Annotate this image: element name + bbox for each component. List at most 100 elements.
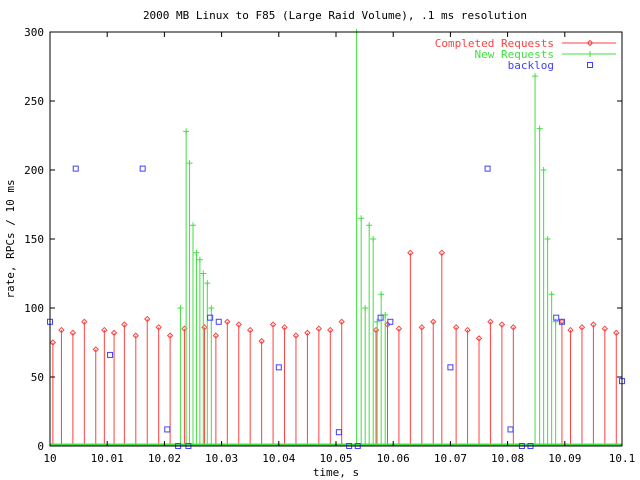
chart-title: 2000 MB Linux to F85 (Large Raid Volume)… bbox=[143, 9, 527, 22]
y-tick-label: 100 bbox=[24, 302, 44, 315]
diamond-point bbox=[487, 318, 494, 326]
y-tick-label: 150 bbox=[24, 233, 44, 246]
square-point bbox=[447, 364, 454, 371]
diamond-point bbox=[464, 326, 471, 334]
cross-point bbox=[190, 222, 196, 229]
legend-label: backlog bbox=[508, 59, 554, 72]
diamond-point bbox=[292, 332, 300, 339]
diamond-point bbox=[338, 318, 345, 326]
diamond-point bbox=[510, 324, 517, 331]
diamond-point bbox=[201, 324, 208, 331]
diamond-point bbox=[578, 324, 586, 331]
cross-point bbox=[208, 305, 215, 311]
cross-point bbox=[362, 305, 369, 311]
square-point bbox=[587, 62, 593, 68]
cross-point bbox=[193, 249, 200, 256]
diamond-point bbox=[81, 318, 88, 326]
cross-point bbox=[183, 128, 190, 135]
diamond-point bbox=[155, 324, 162, 331]
x-axis: 10 10.01 10.02 10.03 10.04 10.05 10.06 10.07 10.… bbox=[43, 32, 635, 465]
x-axis-label: time, s bbox=[313, 466, 359, 479]
square-point bbox=[335, 429, 342, 436]
diamond-point bbox=[224, 318, 231, 326]
square-point bbox=[215, 318, 222, 325]
y-tick-label: 200 bbox=[24, 164, 44, 177]
diamond-point bbox=[590, 321, 597, 328]
diamond-point bbox=[384, 321, 391, 328]
diamond-point bbox=[49, 339, 57, 346]
series-0 bbox=[49, 249, 622, 447]
x-tick-label: 10.04 bbox=[262, 452, 295, 465]
square-point bbox=[484, 165, 491, 172]
square-point bbox=[377, 314, 384, 321]
cross-point bbox=[544, 236, 551, 242]
diamond-point bbox=[235, 321, 242, 328]
diamond-point bbox=[438, 249, 446, 257]
diamond-point bbox=[144, 315, 151, 323]
square-point bbox=[558, 318, 565, 325]
cross-point bbox=[378, 291, 385, 298]
y-tick-label: 250 bbox=[24, 95, 44, 108]
diamond-point bbox=[418, 324, 426, 331]
square-point bbox=[164, 426, 171, 433]
diamond-point bbox=[613, 329, 620, 337]
diamond-point bbox=[567, 326, 574, 334]
x-tick-label: 10.08 bbox=[491, 452, 524, 465]
diamond-point bbox=[395, 325, 403, 332]
diamond-point bbox=[327, 326, 334, 334]
diamond-point bbox=[372, 326, 380, 334]
diamond-point bbox=[269, 321, 277, 328]
cross-point bbox=[532, 73, 539, 80]
y-tick-label: 0 bbox=[37, 440, 44, 453]
cross-point bbox=[358, 215, 365, 222]
y-axis: 0 50 100 150 200 250 300 bbox=[24, 26, 622, 453]
diamond-point bbox=[304, 329, 311, 337]
cross-point bbox=[548, 291, 555, 298]
diamond-point bbox=[92, 346, 99, 353]
cross-point bbox=[366, 222, 373, 229]
diamond-point bbox=[121, 321, 128, 328]
cross-point bbox=[196, 256, 203, 263]
diamond-point bbox=[166, 332, 174, 339]
cross-point bbox=[374, 318, 381, 325]
square-point bbox=[275, 364, 282, 371]
diamond-point bbox=[110, 329, 118, 337]
x-tick-label: 10.01 bbox=[91, 452, 124, 465]
diamond-point bbox=[258, 337, 265, 345]
series-2 bbox=[47, 165, 625, 449]
diamond-point bbox=[498, 321, 506, 328]
x-tick-label: 10.05 bbox=[319, 452, 352, 465]
legend-label: New Requests bbox=[475, 48, 554, 61]
diamond-point bbox=[475, 335, 483, 342]
diamond-point bbox=[452, 324, 460, 331]
x-tick-label: 10 bbox=[43, 452, 56, 465]
diamond-point bbox=[601, 325, 609, 332]
diamond-point bbox=[69, 329, 77, 337]
diamond-point bbox=[212, 332, 220, 339]
cross-point bbox=[536, 125, 543, 132]
cross-point bbox=[370, 236, 377, 242]
square-point bbox=[107, 351, 114, 358]
cross-point bbox=[200, 270, 207, 277]
square-point bbox=[207, 314, 214, 321]
square-point bbox=[387, 318, 394, 325]
series-1 bbox=[50, 29, 622, 447]
diamond-point bbox=[101, 326, 108, 334]
x-tick-label: 10.07 bbox=[434, 452, 467, 465]
square-point bbox=[553, 314, 560, 321]
cross-point bbox=[540, 167, 547, 173]
diamond-point bbox=[407, 249, 414, 257]
plot-area bbox=[47, 29, 625, 449]
cross-point bbox=[587, 51, 593, 57]
diamond-point bbox=[315, 325, 323, 332]
y-tick-label: 50 bbox=[31, 371, 44, 384]
y-axis-label: rate, RPCs / 10 ms bbox=[4, 179, 17, 298]
cross-point bbox=[177, 305, 184, 311]
diamond-point bbox=[281, 324, 288, 331]
x-tick-label: 10.02 bbox=[148, 452, 181, 465]
x-tick-label: 10.06 bbox=[377, 452, 410, 465]
cross-point bbox=[186, 160, 193, 167]
cross-point bbox=[204, 280, 211, 287]
